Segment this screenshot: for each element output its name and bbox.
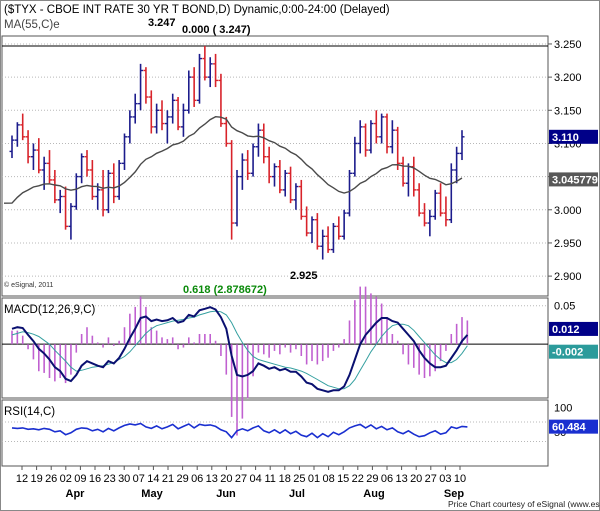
x-tick-label: 29 <box>366 473 378 485</box>
x-tick-label: 02 <box>60 473 72 485</box>
macd-tick-label: 0.05 <box>554 301 575 313</box>
x-tick-label: 26 <box>45 473 57 485</box>
x-tick-label: 20 <box>220 473 232 485</box>
low-value-label: 2.925 <box>290 270 318 282</box>
x-tick-label: 15 <box>337 473 349 485</box>
price-tick-label: 3.200 <box>554 72 582 84</box>
month-label: Sep <box>444 488 464 500</box>
x-tick-label: 03 <box>439 473 451 485</box>
x-tick-label: 14 <box>147 473 159 485</box>
month-label: Jun <box>216 488 236 500</box>
rsi-tick-label: 100 <box>554 402 572 414</box>
x-tick-label: 12 <box>16 473 28 485</box>
rsi-line <box>11 422 468 439</box>
price-tick-label: 2.900 <box>554 271 582 283</box>
x-tick-label: 18 <box>279 473 291 485</box>
panel-border-0 <box>1 35 549 297</box>
macd-signal-line <box>11 310 468 390</box>
x-tick-label: 06 <box>381 473 393 485</box>
signal-value-flag: -0.002 <box>552 347 583 359</box>
x-tick-label: 07 <box>133 473 145 485</box>
x-tick-label: 20 <box>410 473 422 485</box>
x-tick-label: 16 <box>89 473 101 485</box>
low-fib-label: 0.618 (2.878672) <box>183 284 267 296</box>
high-fib-label: 0.000 ( 3.247) <box>182 24 251 36</box>
panel-border-2 <box>1 399 549 467</box>
x-tick-label: 08 <box>322 473 334 485</box>
x-tick-label: 19 <box>30 473 42 485</box>
footer-credit: Price Chart courtesy of eSignal (www.esi… <box>448 499 600 509</box>
x-tick-label: 09 <box>74 473 86 485</box>
high-value-label: 3.247 <box>148 17 176 29</box>
x-tick-label: 22 <box>352 473 364 485</box>
rsi-value-flag-bg <box>549 419 598 434</box>
price-tick-label: 3.250 <box>554 39 582 51</box>
copyright-label: © eSignal, 2011 <box>4 281 54 289</box>
panel-border-1 <box>1 297 549 399</box>
x-tick-label: 13 <box>395 473 407 485</box>
x-tick-label: 27 <box>235 473 247 485</box>
price-title: ($TYX - CBOE INT RATE 30 YR T BOND,D) Dy… <box>4 4 390 16</box>
macd-value-flag-bg <box>549 321 598 336</box>
signal-value-flag-bg <box>549 344 598 359</box>
price-panel: 3.2503.2003.1503.1003.0503.0002.9502.900… <box>2 39 598 283</box>
last-price-flag: 3.110 <box>552 132 579 144</box>
price-tick-label: 2.950 <box>554 238 582 250</box>
x-tick-label: 13 <box>206 473 218 485</box>
x-tick-label: 23 <box>103 473 115 485</box>
last-price-flag-bg <box>549 129 598 144</box>
rsi-panel: 1005060.484 <box>2 402 598 443</box>
price-tick-label: 3.000 <box>554 205 582 217</box>
x-tick-label: 01 <box>308 473 320 485</box>
x-axis: 12 19 26 02 09 16 23 30 07 14 21 29 06 13 20 27 04 11 18 25… <box>16 466 466 500</box>
month-label: Jul <box>289 488 305 500</box>
ma-value-flag-bg <box>549 172 598 187</box>
x-tick-label: 11 <box>264 473 275 485</box>
x-tick-label: 04 <box>249 473 261 485</box>
ma-label: MA(55,C)e <box>4 19 60 31</box>
macd-line <box>11 306 469 393</box>
x-tick-label: 27 <box>425 473 437 485</box>
month-label: Apr <box>66 488 86 500</box>
macd-title: MACD(12,26,9,C) <box>4 304 96 316</box>
x-tick-label: 21 <box>162 473 174 485</box>
x-tick-label: 10 <box>454 473 466 485</box>
macd-panel: 0.05 0.012 -0.002 <box>2 286 598 436</box>
x-tick-label: 25 <box>293 473 305 485</box>
macd-value-flag: 0.012 <box>552 324 580 336</box>
x-tick-label: 30 <box>118 473 130 485</box>
ma-line <box>3 115 463 204</box>
month-label: Aug <box>363 488 384 500</box>
x-tick-label: 06 <box>191 473 203 485</box>
x-tick-label: 29 <box>176 473 188 485</box>
price-tick-label: 3.150 <box>554 105 582 117</box>
rsi-title: RSI(14,C) <box>4 406 55 418</box>
ma-value-flag: 3.045779 <box>552 174 598 186</box>
month-label: May <box>141 488 163 500</box>
rsi-value-flag: 60.484 <box>552 422 587 434</box>
